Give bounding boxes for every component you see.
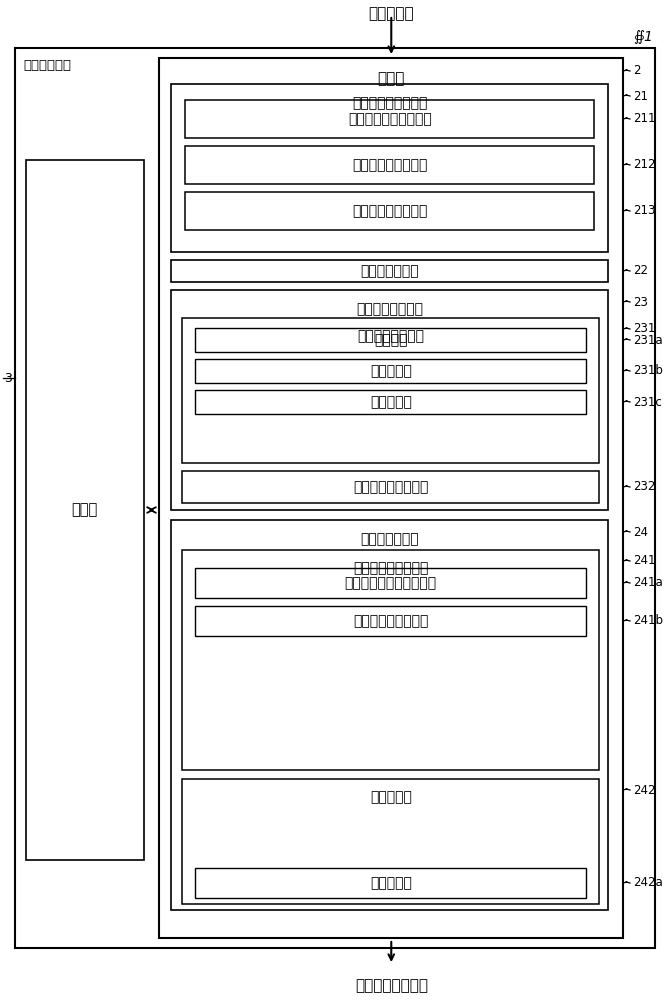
- Text: 242: 242: [633, 784, 656, 796]
- Text: 211: 211: [633, 112, 656, 125]
- Text: 23: 23: [633, 296, 648, 308]
- Text: 凸形状区域解析部: 凸形状区域解析部: [356, 302, 423, 316]
- Text: 深部区域代表位置计算部: 深部区域代表位置计算部: [345, 576, 437, 590]
- Bar: [183, 471, 599, 503]
- Bar: [195, 606, 586, 636]
- Text: 弧形状区域检测部: 弧形状区域检测部: [357, 329, 424, 343]
- Text: 代表位置方向计算部: 代表位置方向计算部: [353, 614, 429, 628]
- Bar: [185, 192, 594, 230]
- Bar: [185, 100, 594, 138]
- Text: 边缘周边区域排除部: 边缘周边区域排除部: [352, 158, 427, 172]
- Bar: [195, 868, 586, 898]
- Bar: [183, 550, 599, 770]
- Text: 图像处理装置: 图像处理装置: [23, 59, 71, 72]
- Bar: [183, 318, 599, 463]
- Text: 异常区域检测部: 异常区域检测部: [360, 532, 419, 546]
- Text: 弧形状凸方向计算部: 弧形状凸方向计算部: [353, 480, 429, 494]
- Text: 241a: 241a: [633, 576, 663, 589]
- Bar: [195, 568, 586, 598]
- Bar: [172, 260, 608, 282]
- Text: 212: 212: [633, 158, 656, 172]
- Text: 管腔深部区域检测部: 管腔深部区域检测部: [352, 96, 427, 110]
- Bar: [183, 779, 599, 904]
- Text: 24: 24: [633, 526, 648, 538]
- Text: 21: 21: [633, 90, 648, 103]
- Text: 管腔内图像: 管腔内图像: [368, 6, 414, 21]
- Text: ∯1: ∯1: [633, 30, 653, 44]
- Bar: [172, 290, 608, 510]
- Text: 运算部: 运算部: [378, 71, 405, 86]
- Text: 反复控制部: 反复控制部: [370, 395, 412, 409]
- Text: 贴标签部: 贴标签部: [374, 333, 407, 347]
- Text: 3: 3: [4, 371, 12, 384]
- Text: 2: 2: [633, 64, 641, 78]
- Bar: [185, 146, 594, 184]
- Bar: [195, 359, 586, 383]
- Text: 管腔深部方向计算部: 管腔深部方向计算部: [353, 561, 429, 575]
- Text: 稳健估计部: 稳健估计部: [370, 364, 412, 378]
- Bar: [26, 160, 144, 860]
- Text: 区域判定部: 区域判定部: [370, 790, 412, 804]
- Text: 低像素值区域检测部: 低像素值区域检测部: [352, 204, 427, 218]
- Text: 22: 22: [633, 264, 648, 277]
- Text: 异常区域检测结果: 异常区域检测结果: [355, 978, 428, 993]
- Text: 241: 241: [633, 554, 656, 568]
- Text: 轮廓边缘提取部: 轮廓边缘提取部: [360, 264, 419, 278]
- Bar: [172, 520, 608, 910]
- Bar: [195, 328, 586, 352]
- Text: 231b: 231b: [633, 364, 663, 377]
- Bar: [172, 84, 608, 252]
- Text: 231: 231: [633, 322, 656, 336]
- Text: 242a: 242a: [633, 876, 663, 890]
- Text: 232: 232: [633, 481, 656, 493]
- Text: 213: 213: [633, 205, 656, 218]
- Text: 241b: 241b: [633, 614, 663, 628]
- Bar: [195, 390, 586, 414]
- Text: 低吸收波长成分选择部: 低吸收波长成分选择部: [348, 112, 431, 126]
- Text: 存储部: 存储部: [72, 502, 98, 518]
- Text: 231c: 231c: [633, 395, 662, 408]
- Text: 角度计算部: 角度计算部: [370, 876, 412, 890]
- Text: 231a: 231a: [633, 334, 663, 347]
- Bar: [160, 58, 623, 938]
